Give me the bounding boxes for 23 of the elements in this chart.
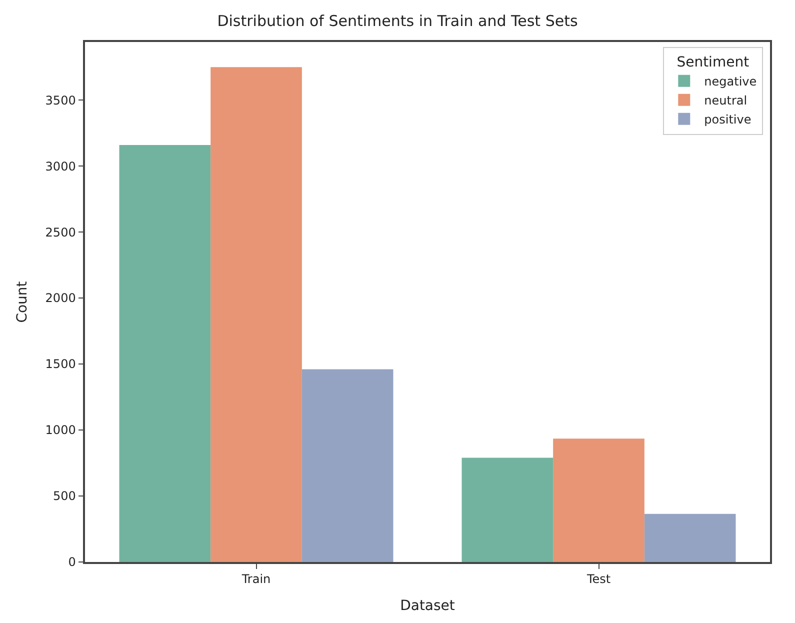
y-axis-title: Count <box>14 280 30 323</box>
y-tick-label: 0 <box>68 555 76 570</box>
y-tick-label: 2000 <box>45 291 76 306</box>
chart-title: Distribution of Sentiments in Train and Test Sets <box>217 12 578 30</box>
y-tick-label: 2500 <box>45 225 76 240</box>
legend-label: neutral <box>704 94 748 108</box>
legend-label: negative <box>704 74 757 89</box>
x-tick-label: Test <box>586 572 611 586</box>
y-tick-label: 1000 <box>45 423 76 438</box>
legend-label: positive <box>704 112 752 127</box>
bar <box>644 514 736 562</box>
y-tick-label: 3000 <box>45 159 76 174</box>
bar <box>462 458 554 562</box>
x-axis-title: Dataset <box>400 598 456 614</box>
bar <box>210 67 302 562</box>
y-tick-label: 3500 <box>45 93 76 108</box>
bar <box>119 144 211 562</box>
y-tick-label: 1500 <box>45 357 76 372</box>
legend-title: Sentiment <box>676 54 750 70</box>
x-tick-label: Train <box>240 572 271 586</box>
bar <box>553 438 644 562</box>
bar <box>302 369 394 562</box>
y-tick-label: 500 <box>52 489 76 504</box>
